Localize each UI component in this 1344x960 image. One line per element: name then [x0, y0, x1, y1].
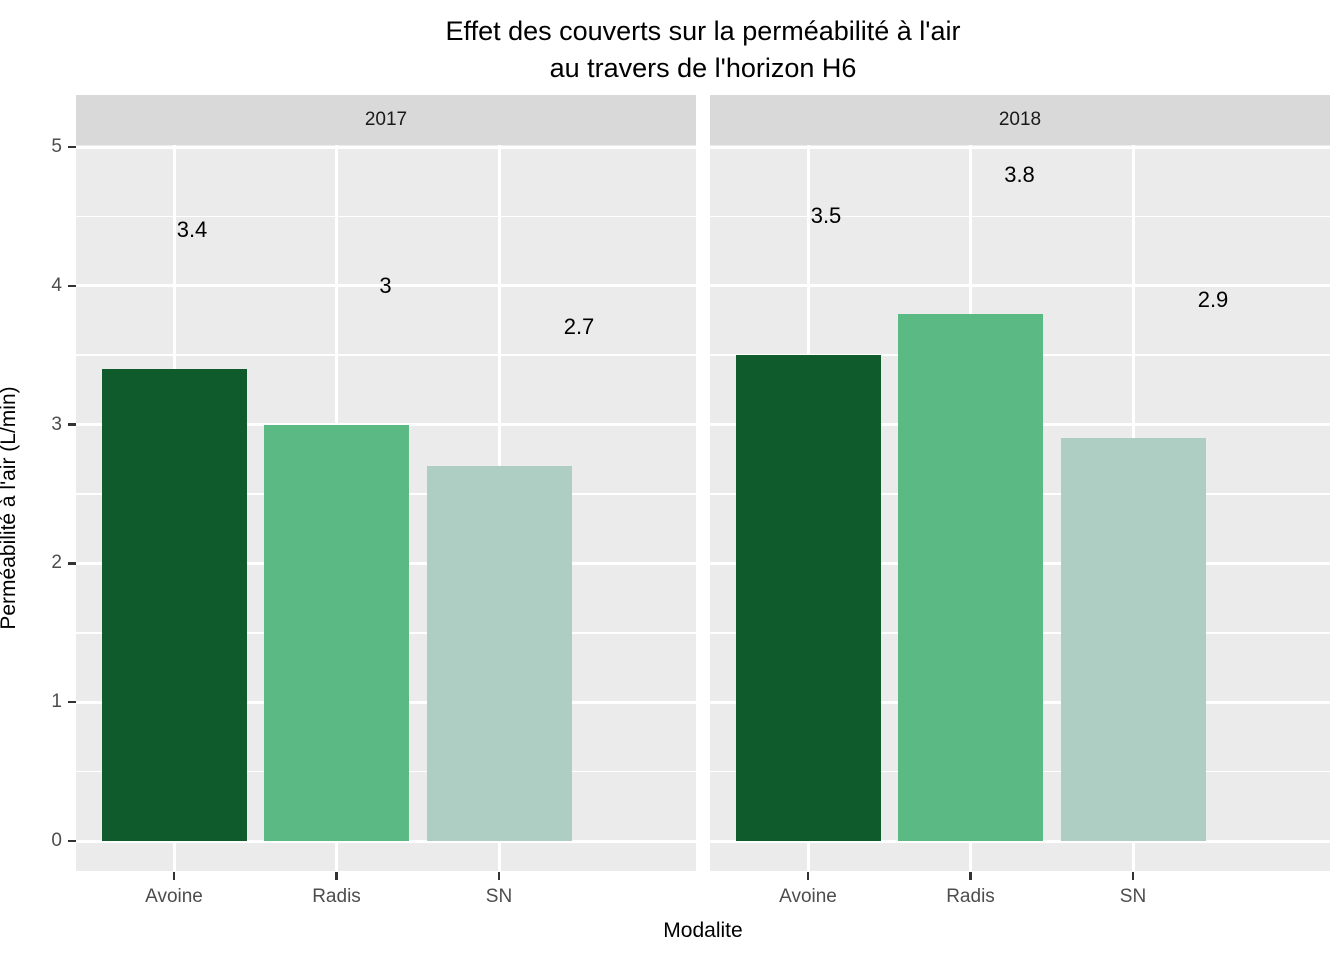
bar-value-label: 3.8	[1004, 161, 1035, 187]
y-axis-tick	[68, 839, 76, 843]
bar-radis	[898, 313, 1043, 841]
major-gridline-horizontal	[76, 145, 696, 149]
facet-panel: 3.4 3 2.7	[76, 145, 696, 871]
major-gridline-horizontal	[710, 839, 1330, 843]
x-axis-title: Modalite	[663, 919, 743, 942]
bar-value-label: 2.7	[563, 314, 595, 340]
bar-sn	[1060, 438, 1206, 841]
bar-sn	[426, 466, 572, 841]
y-axis-tick-label: 0	[51, 830, 62, 851]
bar-value-label: 2.9	[1197, 286, 1229, 312]
y-axis-tick-label: 1	[51, 691, 62, 713]
bar-value-label: 3	[379, 272, 392, 298]
y-axis-tick-label: 2	[51, 552, 62, 574]
bar-radis	[264, 424, 409, 841]
major-gridline-horizontal	[76, 284, 696, 288]
bar-value-label: 3.5	[810, 203, 842, 229]
facet-panel: 3.5 3.8 2.9	[710, 145, 1330, 871]
major-gridline-horizontal	[710, 145, 1330, 149]
chart-title-line-2: au travers de l'horizon H6	[549, 53, 857, 83]
minor-gridline-horizontal	[76, 215, 696, 218]
major-gridline-horizontal	[76, 839, 696, 843]
bar-avoine	[101, 369, 247, 841]
y-axis-tick-label: 4	[51, 274, 62, 296]
x-axis-category-label: Radis	[946, 886, 995, 907]
x-axis-tick	[172, 872, 176, 880]
x-axis-category-label: Radis	[312, 886, 361, 907]
y-axis-tick	[68, 562, 76, 565]
x-axis-category-label: SN	[1119, 886, 1147, 907]
x-axis-tick	[806, 872, 810, 880]
facet-strip: 2018	[710, 95, 1330, 145]
chart-title-line-1: Effet des couverts sur la perméabilité à…	[445, 16, 961, 46]
y-axis-tick-label: 3	[51, 413, 62, 435]
major-gridline-horizontal	[710, 284, 1330, 288]
x-axis-tick	[969, 872, 972, 880]
y-axis-tick	[68, 700, 76, 704]
x-axis-tick	[335, 872, 338, 880]
x-axis-category-label: Avoine	[145, 886, 203, 907]
facet-strip: 2017	[76, 95, 696, 145]
minor-gridline-horizontal	[76, 354, 696, 356]
bar-avoine	[735, 355, 881, 841]
x-axis-tick	[497, 872, 501, 880]
bar-value-label: 3.4	[176, 217, 208, 243]
x-axis-category-label: Avoine	[779, 886, 837, 907]
y-axis-tick-label: 5	[51, 136, 62, 157]
y-axis-tick	[68, 423, 76, 426]
minor-gridline-horizontal	[710, 215, 1330, 218]
x-axis-category-label: SN	[485, 886, 513, 907]
y-axis-tick	[68, 145, 76, 149]
y-axis-tick	[68, 284, 76, 288]
x-axis-tick	[1131, 872, 1135, 880]
